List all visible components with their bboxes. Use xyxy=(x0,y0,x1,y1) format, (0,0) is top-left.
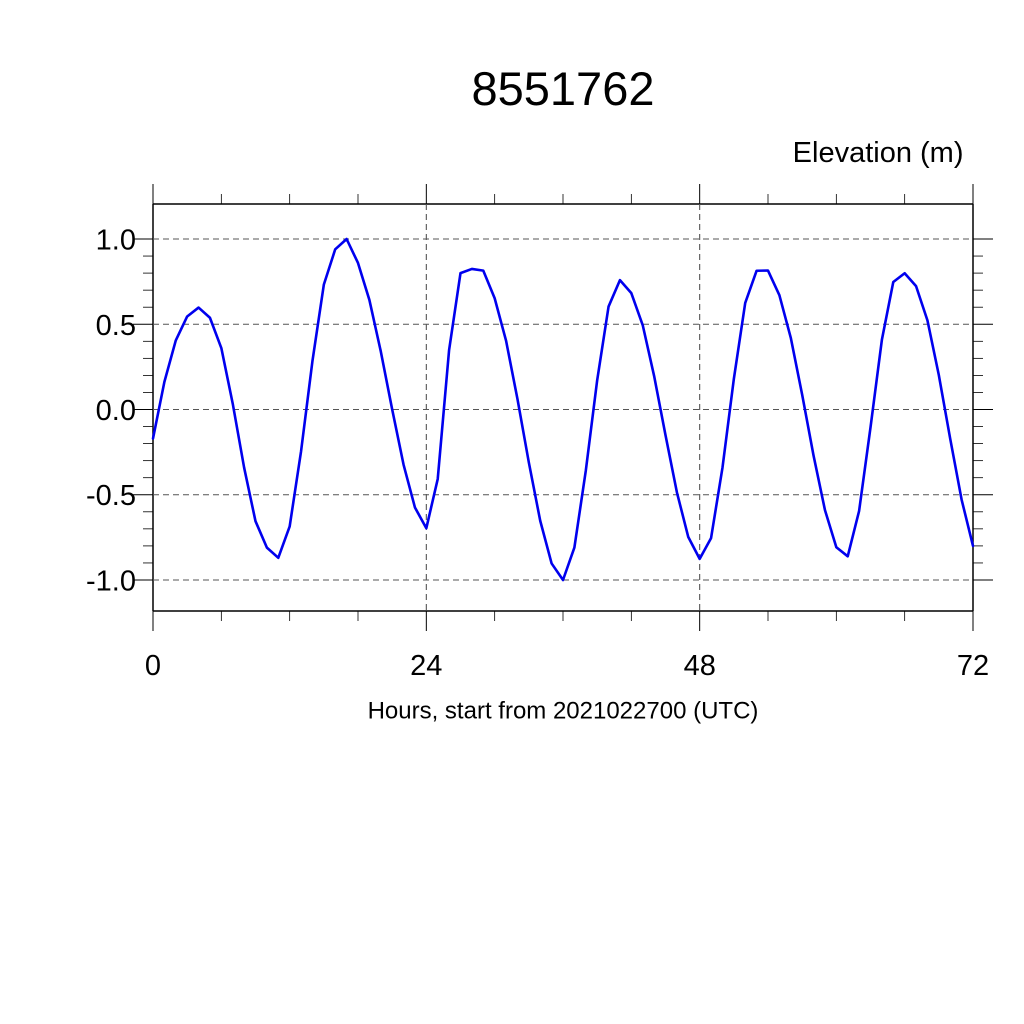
svg-text:24: 24 xyxy=(410,650,442,682)
svg-text:72: 72 xyxy=(957,650,989,682)
svg-text:0: 0 xyxy=(145,650,161,682)
svg-text:48: 48 xyxy=(684,650,716,682)
svg-text:1.0: 1.0 xyxy=(96,225,136,257)
svg-text:8551762: 8551762 xyxy=(472,62,655,115)
svg-text:0.5: 0.5 xyxy=(96,310,136,342)
svg-text:Hours, start from 2021022700 (: Hours, start from 2021022700 (UTC) xyxy=(368,697,759,724)
svg-text:-1.0: -1.0 xyxy=(86,566,136,598)
svg-text:-0.5: -0.5 xyxy=(86,480,136,512)
svg-text:Elevation (m): Elevation (m) xyxy=(793,137,964,169)
svg-text:0.0: 0.0 xyxy=(96,395,136,427)
